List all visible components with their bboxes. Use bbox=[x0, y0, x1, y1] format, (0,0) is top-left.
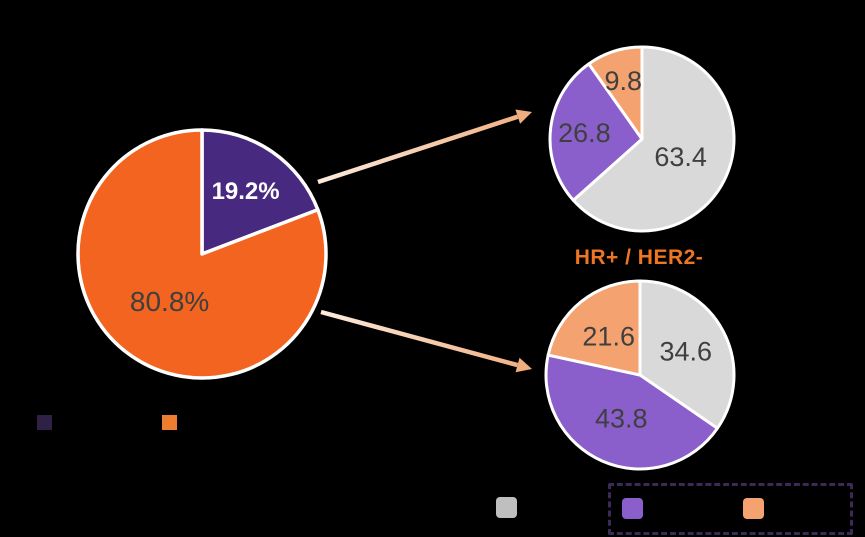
legend-subtype-dashed-group-box bbox=[608, 483, 853, 535]
subtype-top-label-2: 9.8 bbox=[605, 66, 643, 96]
pie-subtype-bottom-title: HR+ / HER2- bbox=[574, 246, 704, 269]
subtype-top-slice-2 bbox=[587, 45, 644, 141]
subtype-bottom-slice-2 bbox=[546, 279, 642, 377]
arrow-to-bottom-pie bbox=[320, 309, 532, 373]
subtype-bottom-slice-0 bbox=[638, 279, 736, 430]
legend-subtype-purple-swatch bbox=[622, 498, 643, 519]
legend-overall-orange-swatch bbox=[162, 415, 177, 430]
subtype-top-slice-1 bbox=[548, 62, 644, 202]
arrow-to-top-pie bbox=[317, 109, 532, 185]
arrow-to-bottom-pie-shaft bbox=[320, 309, 519, 368]
arrow-to-bottom-pie-head bbox=[515, 357, 532, 373]
arrow-to-top-pie-shaft bbox=[317, 114, 519, 185]
overall-slice-1 bbox=[76, 128, 328, 380]
overall-label-1: 80.8% bbox=[130, 286, 209, 317]
subtype-bottom-label-1: 43.8 bbox=[595, 404, 648, 434]
subtype-bottom-slice-1 bbox=[544, 353, 719, 471]
subtype-top-label-0: 63.4 bbox=[654, 142, 707, 172]
overall-label-0: 19.2% bbox=[212, 178, 280, 205]
subtype-top-slice-0 bbox=[571, 45, 736, 233]
legend-overall-purple-swatch bbox=[37, 415, 52, 430]
overall-slice-0 bbox=[200, 128, 320, 256]
legend-subtype-peach-swatch bbox=[743, 498, 764, 519]
subtype-bottom-label-0: 34.6 bbox=[660, 336, 713, 366]
subtype-bottom-label-2: 21.6 bbox=[582, 322, 635, 352]
arrow-to-top-pie-head bbox=[515, 109, 532, 124]
legend-subtype-gray-swatch bbox=[496, 497, 517, 518]
subtype-top-label-1: 26.8 bbox=[558, 118, 611, 148]
